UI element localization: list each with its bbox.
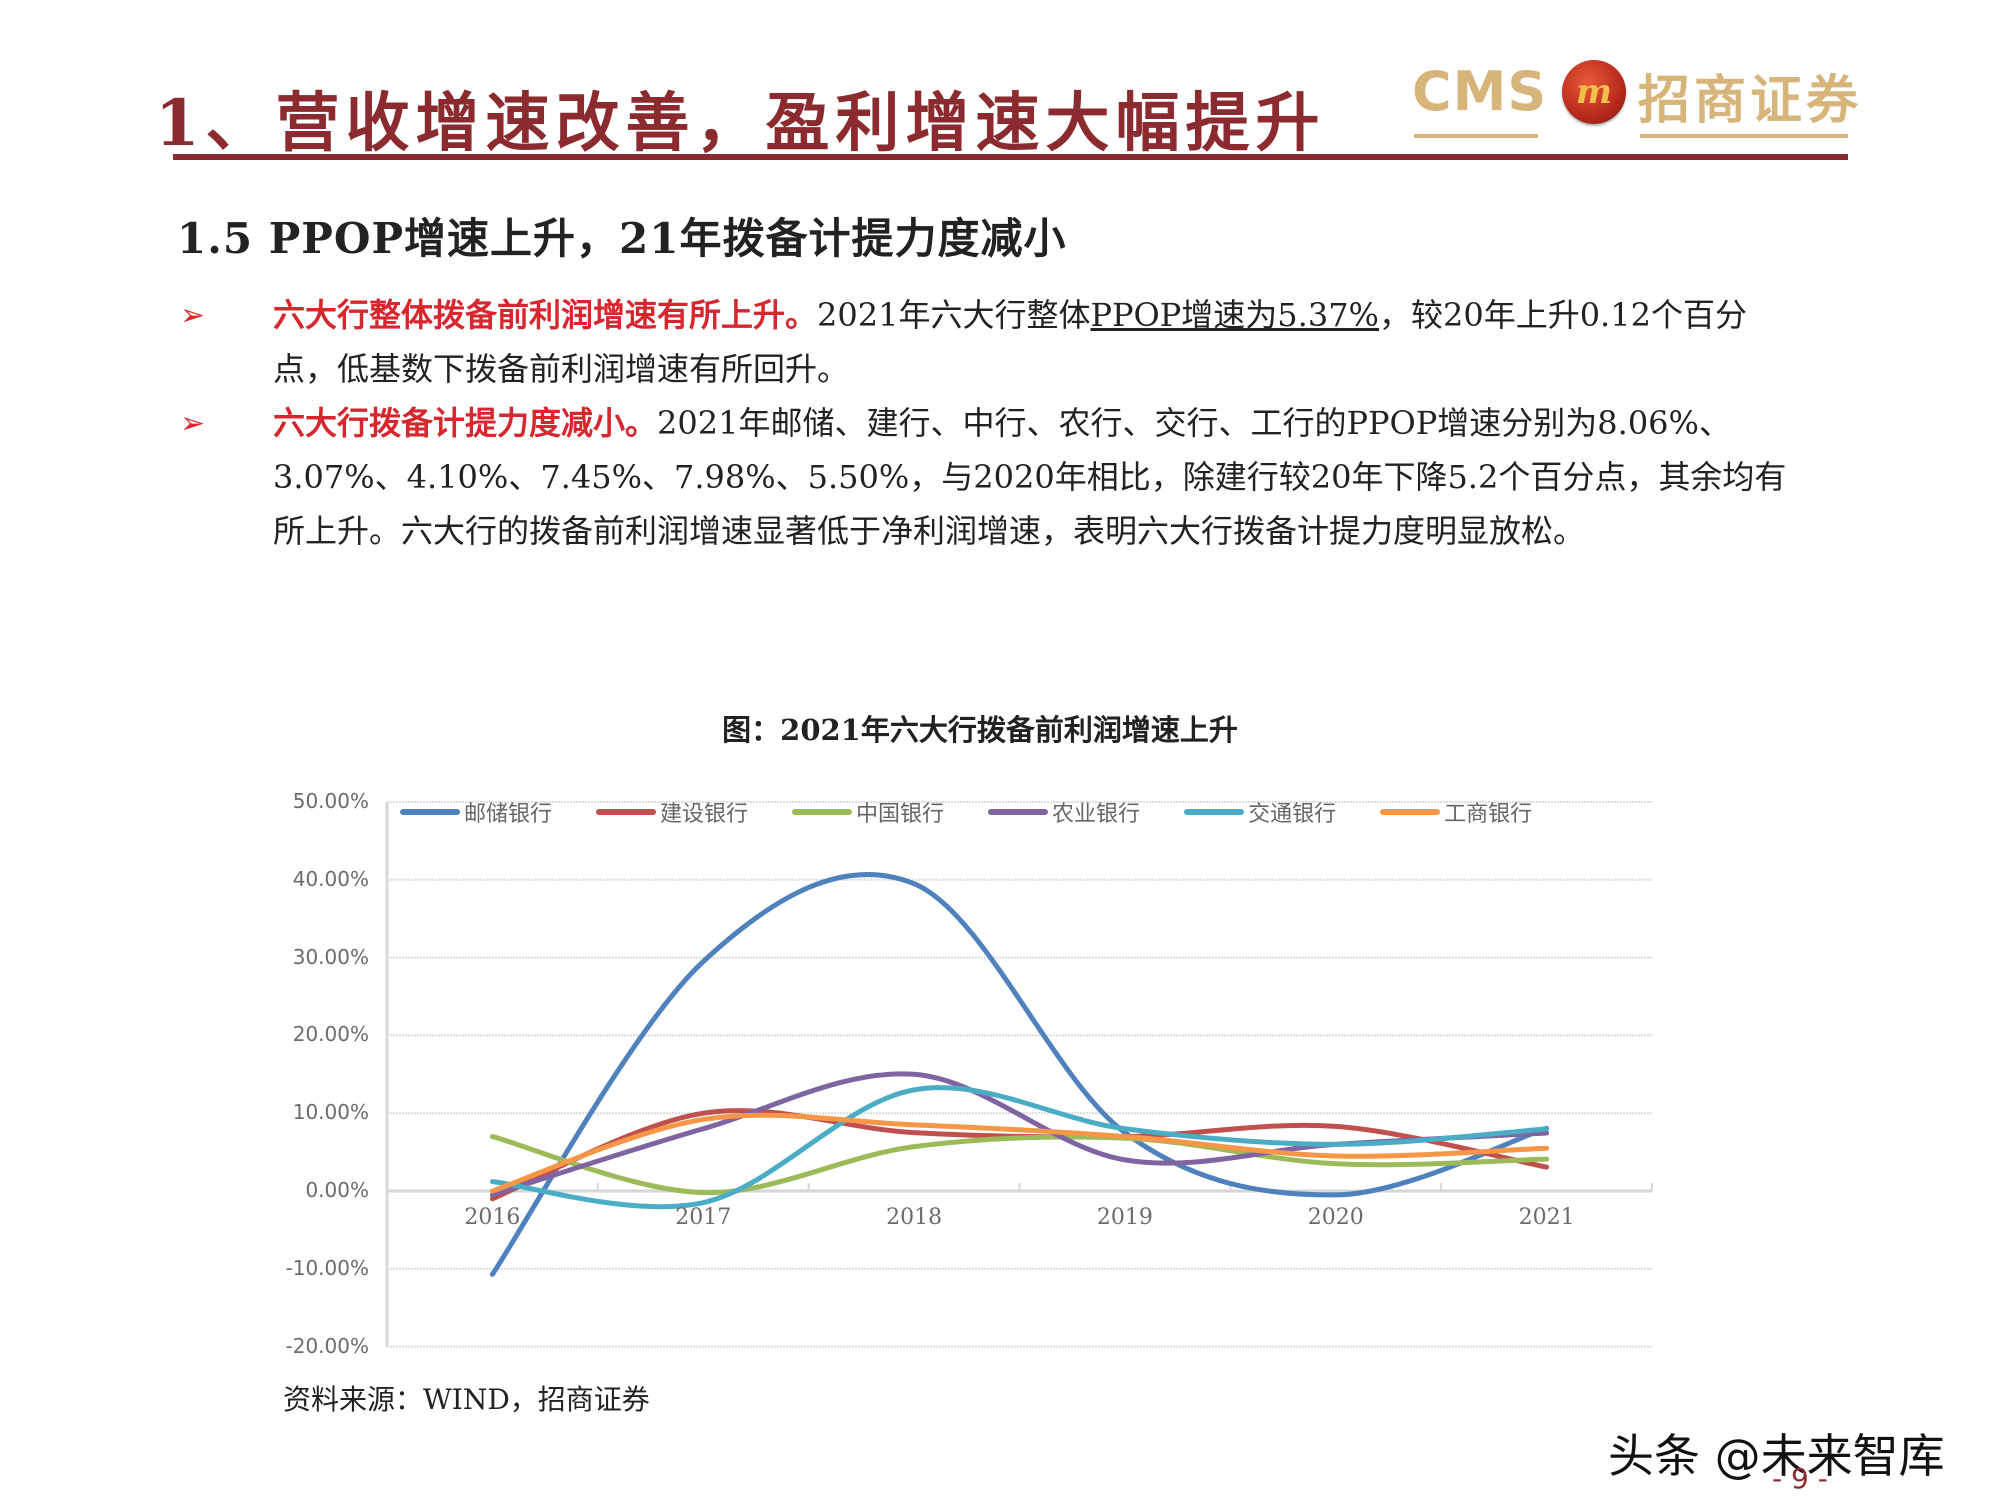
logo-underline-left xyxy=(1414,134,1538,138)
x-tick-label: 2021 xyxy=(1518,1205,1575,1230)
company-logo: CMS m 招商证券 xyxy=(1412,56,1858,138)
page-title: 1、营收增速改善，盈利增速大幅提升 xyxy=(155,86,1326,161)
bullet-paragraph-2: 六大行拨备计提力度减小。2021年邮储、建行、中行、农行、交行、工行的PPOP增… xyxy=(273,404,1787,550)
bullet-2-lead: 六大行拨备计提力度减小。 xyxy=(273,404,658,442)
legend-label: 农业银行 xyxy=(1052,802,1141,827)
legend-item: 建设银行 xyxy=(596,796,748,828)
legend-swatch-icon xyxy=(1184,809,1245,815)
legend-label: 邮储银行 xyxy=(464,802,553,827)
legend-label: 建设银行 xyxy=(660,802,749,827)
series-line xyxy=(489,1134,1550,1196)
x-tick-label: 2019 xyxy=(1096,1205,1153,1230)
source-note: 资料来源：WIND，招商证券 xyxy=(283,1383,650,1416)
legend-swatch-icon xyxy=(988,809,1049,815)
legend-item: 中国银行 xyxy=(792,796,944,828)
legend-label: 交通银行 xyxy=(1248,802,1337,827)
logo-badge-icon: m xyxy=(1562,60,1626,124)
bullet-1-lead: 六大行整体拨备前利润增速有所上升。 xyxy=(273,296,818,334)
legend-item: 农业银行 xyxy=(988,796,1140,828)
y-tick-label: 0.00% xyxy=(305,1178,369,1202)
legend-swatch-icon xyxy=(1380,809,1441,815)
legend-swatch-icon xyxy=(400,809,460,815)
arrow-bullet-icon: ➢ xyxy=(180,298,206,333)
x-tick-label: 2018 xyxy=(886,1205,943,1230)
legend-swatch-icon xyxy=(792,809,853,815)
legend-label: 工商银行 xyxy=(1444,802,1533,827)
bullet-paragraph-1: 六大行整体拨备前利润增速有所上升。2021年六大行整体PPOP增速为5.37%，… xyxy=(273,296,1747,388)
logo-latin-text: CMS xyxy=(1412,60,1548,123)
chart-title: 图：2021年六大行拨备前利润增速上升 xyxy=(722,713,1238,747)
y-tick-label: 40.00% xyxy=(292,866,369,891)
legend-item: 交通银行 xyxy=(1184,796,1336,828)
y-tick-label: 10.00% xyxy=(292,1100,369,1125)
legend-swatch-icon xyxy=(596,809,657,815)
legend-item: 工商银行 xyxy=(1380,796,1532,828)
y-tick-label: -10.00% xyxy=(285,1255,369,1280)
underlined-stat: PPOP增速为5.37% xyxy=(1090,296,1379,334)
y-tick-label: 50.00% xyxy=(292,789,369,813)
series-line xyxy=(489,1085,1550,1210)
title-divider xyxy=(173,154,1848,160)
logo-chinese-text: 招商证券 xyxy=(1638,70,1863,131)
series-line xyxy=(489,1112,1550,1194)
logo-underline-right xyxy=(1640,134,1848,138)
x-tick-label: 2016 xyxy=(464,1205,521,1230)
y-tick-label: -20.00% xyxy=(285,1333,369,1358)
legend-label: 中国银行 xyxy=(856,802,945,827)
watermark: 头条 @未来智库 xyxy=(1608,1429,1945,1483)
arrow-bullet-icon: ➢ xyxy=(180,406,206,441)
legend-item: 邮储银行 xyxy=(400,796,552,828)
section-title: 1.5 PPOP增速上升，21年拨备计提力度减小 xyxy=(177,214,1067,263)
y-tick-label: 30.00% xyxy=(292,944,369,969)
y-tick-label: 20.00% xyxy=(292,1022,369,1047)
chart-legend: 邮储银行 建设银行 中国银行 农业银行 交通银行 工商银行 xyxy=(400,796,1576,828)
x-tick-label: 2017 xyxy=(675,1205,732,1230)
page-number: - 9 - xyxy=(1772,1462,1828,1495)
series-line xyxy=(489,872,1550,1277)
x-tick-label: 2020 xyxy=(1307,1205,1364,1230)
